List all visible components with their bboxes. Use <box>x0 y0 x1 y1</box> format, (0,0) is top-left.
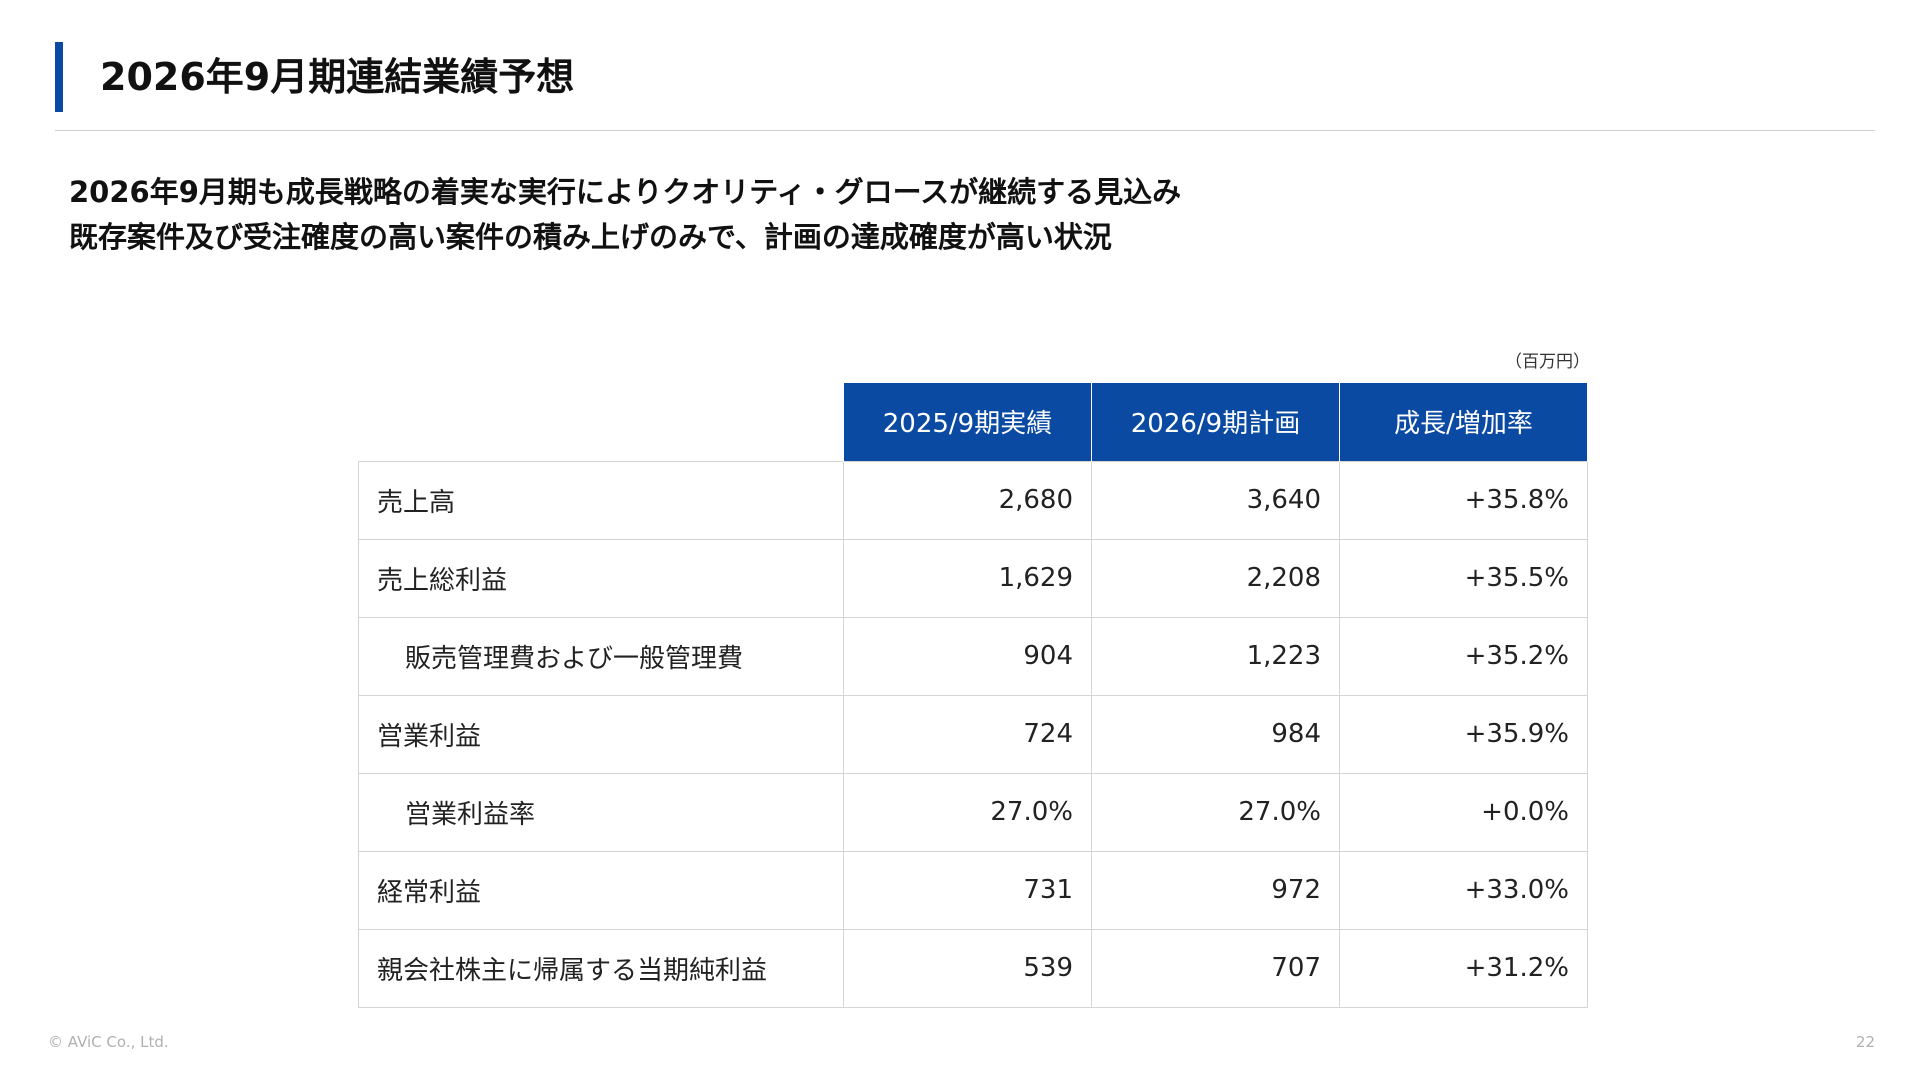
row-label: 経常利益 <box>358 850 844 930</box>
table-row: 経常利益 731 972 +33.0% <box>358 850 1588 930</box>
unit-label: （百万円） <box>1505 352 1590 372</box>
cell-plan: 27.0% <box>1091 772 1340 852</box>
page-title: 2026年9月期連結業績予想 <box>100 55 575 99</box>
cell-growth: +0.0% <box>1339 772 1588 852</box>
row-label: 営業利益 <box>358 694 844 774</box>
title-divider <box>55 130 1875 131</box>
cell-actual: 1,629 <box>843 538 1092 618</box>
lead-line-1: 2026年9月期も成長戦略の着実な実行によりクオリティ・グロースが継続する見込み <box>69 175 1182 209</box>
title-accent-bar <box>55 42 63 112</box>
forecast-table: 2025/9期実績 2026/9期計画 成長/増加率 売上高 2,680 3,6… <box>358 383 1588 1008</box>
table-row: 販売管理費および一般管理費 904 1,223 +35.2% <box>358 616 1588 696</box>
table-row: 営業利益 724 984 +35.9% <box>358 694 1588 774</box>
cell-plan: 1,223 <box>1091 616 1340 696</box>
table-row: 営業利益率 27.0% 27.0% +0.0% <box>358 772 1588 852</box>
row-label: 売上総利益 <box>358 538 844 618</box>
cell-actual: 731 <box>843 850 1092 930</box>
table-row: 売上総利益 1,629 2,208 +35.5% <box>358 538 1588 618</box>
copyright: © AViC Co., Ltd. <box>48 1033 169 1051</box>
page-number: 22 <box>1855 1033 1875 1051</box>
cell-actual: 27.0% <box>843 772 1092 852</box>
column-header-actual: 2025/9期実績 <box>843 383 1092 461</box>
cell-plan: 984 <box>1091 694 1340 774</box>
cell-actual: 2,680 <box>843 460 1092 540</box>
cell-growth: +35.5% <box>1339 538 1588 618</box>
table-header-blank <box>359 383 844 461</box>
cell-actual: 904 <box>843 616 1092 696</box>
lead-line-2: 既存案件及び受注確度の高い案件の積み上げのみで、計画の達成確度が高い状況 <box>69 220 1112 254</box>
cell-actual: 539 <box>843 928 1092 1008</box>
column-header-growth: 成長/増加率 <box>1339 383 1588 461</box>
table-row: 親会社株主に帰属する当期純利益 539 707 +31.2% <box>358 928 1588 1008</box>
table-header-row: 2025/9期実績 2026/9期計画 成長/増加率 <box>359 383 1588 461</box>
column-header-plan: 2026/9期計画 <box>1091 383 1340 461</box>
cell-actual: 724 <box>843 694 1092 774</box>
cell-plan: 707 <box>1091 928 1340 1008</box>
cell-plan: 2,208 <box>1091 538 1340 618</box>
row-label: 販売管理費および一般管理費 <box>358 616 844 696</box>
lead-text: 2026年9月期も成長戦略の着実な実行によりクオリティ・グロースが継続する見込み… <box>69 170 1181 260</box>
cell-plan: 3,640 <box>1091 460 1340 540</box>
table-row: 売上高 2,680 3,640 +35.8% <box>358 460 1588 540</box>
row-label: 親会社株主に帰属する当期純利益 <box>358 928 844 1008</box>
cell-growth: +31.2% <box>1339 928 1588 1008</box>
cell-plan: 972 <box>1091 850 1340 930</box>
cell-growth: +35.2% <box>1339 616 1588 696</box>
row-label: 営業利益率 <box>358 772 844 852</box>
cell-growth: +33.0% <box>1339 850 1588 930</box>
cell-growth: +35.8% <box>1339 460 1588 540</box>
cell-growth: +35.9% <box>1339 694 1588 774</box>
row-label: 売上高 <box>358 460 844 540</box>
